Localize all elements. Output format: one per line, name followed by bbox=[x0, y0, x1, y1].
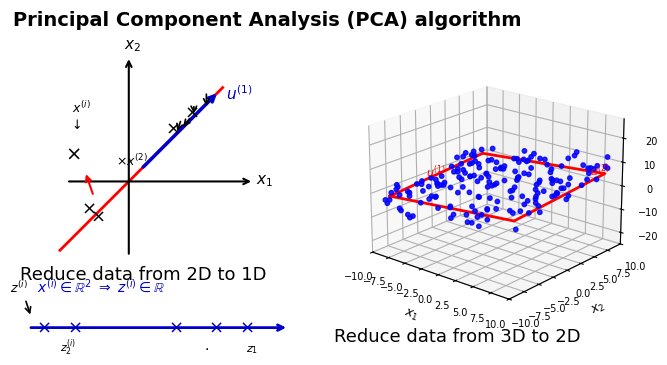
X-axis label: $x_1$: $x_1$ bbox=[402, 307, 420, 324]
Text: $\times$: $\times$ bbox=[165, 120, 180, 138]
Text: $x_1$: $x_1$ bbox=[256, 174, 273, 189]
Text: $z_2^{(i)}$: $z_2^{(i)}$ bbox=[60, 337, 76, 358]
Text: $x^{(i)}\in\mathbb{R}^2\ \Rightarrow\ z^{(i)}\in\mathbb{R}$: $x^{(i)}\in\mathbb{R}^2\ \Rightarrow\ z^… bbox=[37, 279, 165, 296]
Text: $\times$: $\times$ bbox=[239, 319, 253, 337]
Text: $\times$: $\times$ bbox=[36, 319, 51, 337]
Text: $x^{(i)}$: $x^{(i)}$ bbox=[73, 100, 91, 116]
Text: $\downarrow$: $\downarrow$ bbox=[69, 118, 81, 132]
Text: $x_2$: $x_2$ bbox=[124, 38, 141, 54]
Text: $\times x^{(2)}$: $\times x^{(2)}$ bbox=[116, 154, 148, 169]
Text: $\times$: $\times$ bbox=[67, 319, 81, 337]
Text: Reduce data from 3D to 2D: Reduce data from 3D to 2D bbox=[334, 328, 580, 346]
Text: $\times$: $\times$ bbox=[65, 145, 80, 164]
Text: $z_1$: $z_1$ bbox=[246, 344, 258, 356]
Text: $\times$: $\times$ bbox=[90, 207, 105, 226]
Text: $\cdot$: $\cdot$ bbox=[203, 341, 209, 355]
Text: $\times$: $\times$ bbox=[208, 319, 223, 337]
Text: $z^{(i)}$: $z^{(i)}$ bbox=[10, 280, 27, 296]
Text: $\times$: $\times$ bbox=[184, 104, 199, 122]
Text: $u^{(1)}$: $u^{(1)}$ bbox=[226, 84, 253, 103]
Text: Reduce data from 2D to 1D: Reduce data from 2D to 1D bbox=[20, 266, 267, 284]
Text: Principal Component Analysis (PCA) algorithm: Principal Component Analysis (PCA) algor… bbox=[13, 11, 522, 30]
Text: $\times$: $\times$ bbox=[168, 319, 183, 337]
Y-axis label: $x_2$: $x_2$ bbox=[590, 300, 608, 318]
Text: $\times$: $\times$ bbox=[81, 200, 96, 218]
